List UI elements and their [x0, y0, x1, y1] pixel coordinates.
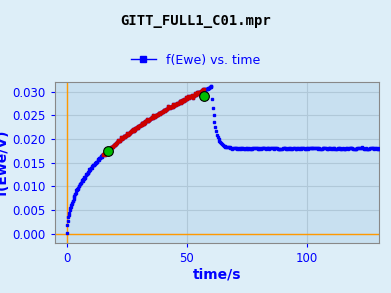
Legend: f(Ewe) vs. time: f(Ewe) vs. time	[126, 49, 265, 72]
Y-axis label: f(Ewe/V): f(Ewe/V)	[0, 130, 9, 196]
X-axis label: time/s: time/s	[193, 268, 241, 282]
Text: GITT_FULL1_C01.mpr: GITT_FULL1_C01.mpr	[120, 13, 271, 28]
